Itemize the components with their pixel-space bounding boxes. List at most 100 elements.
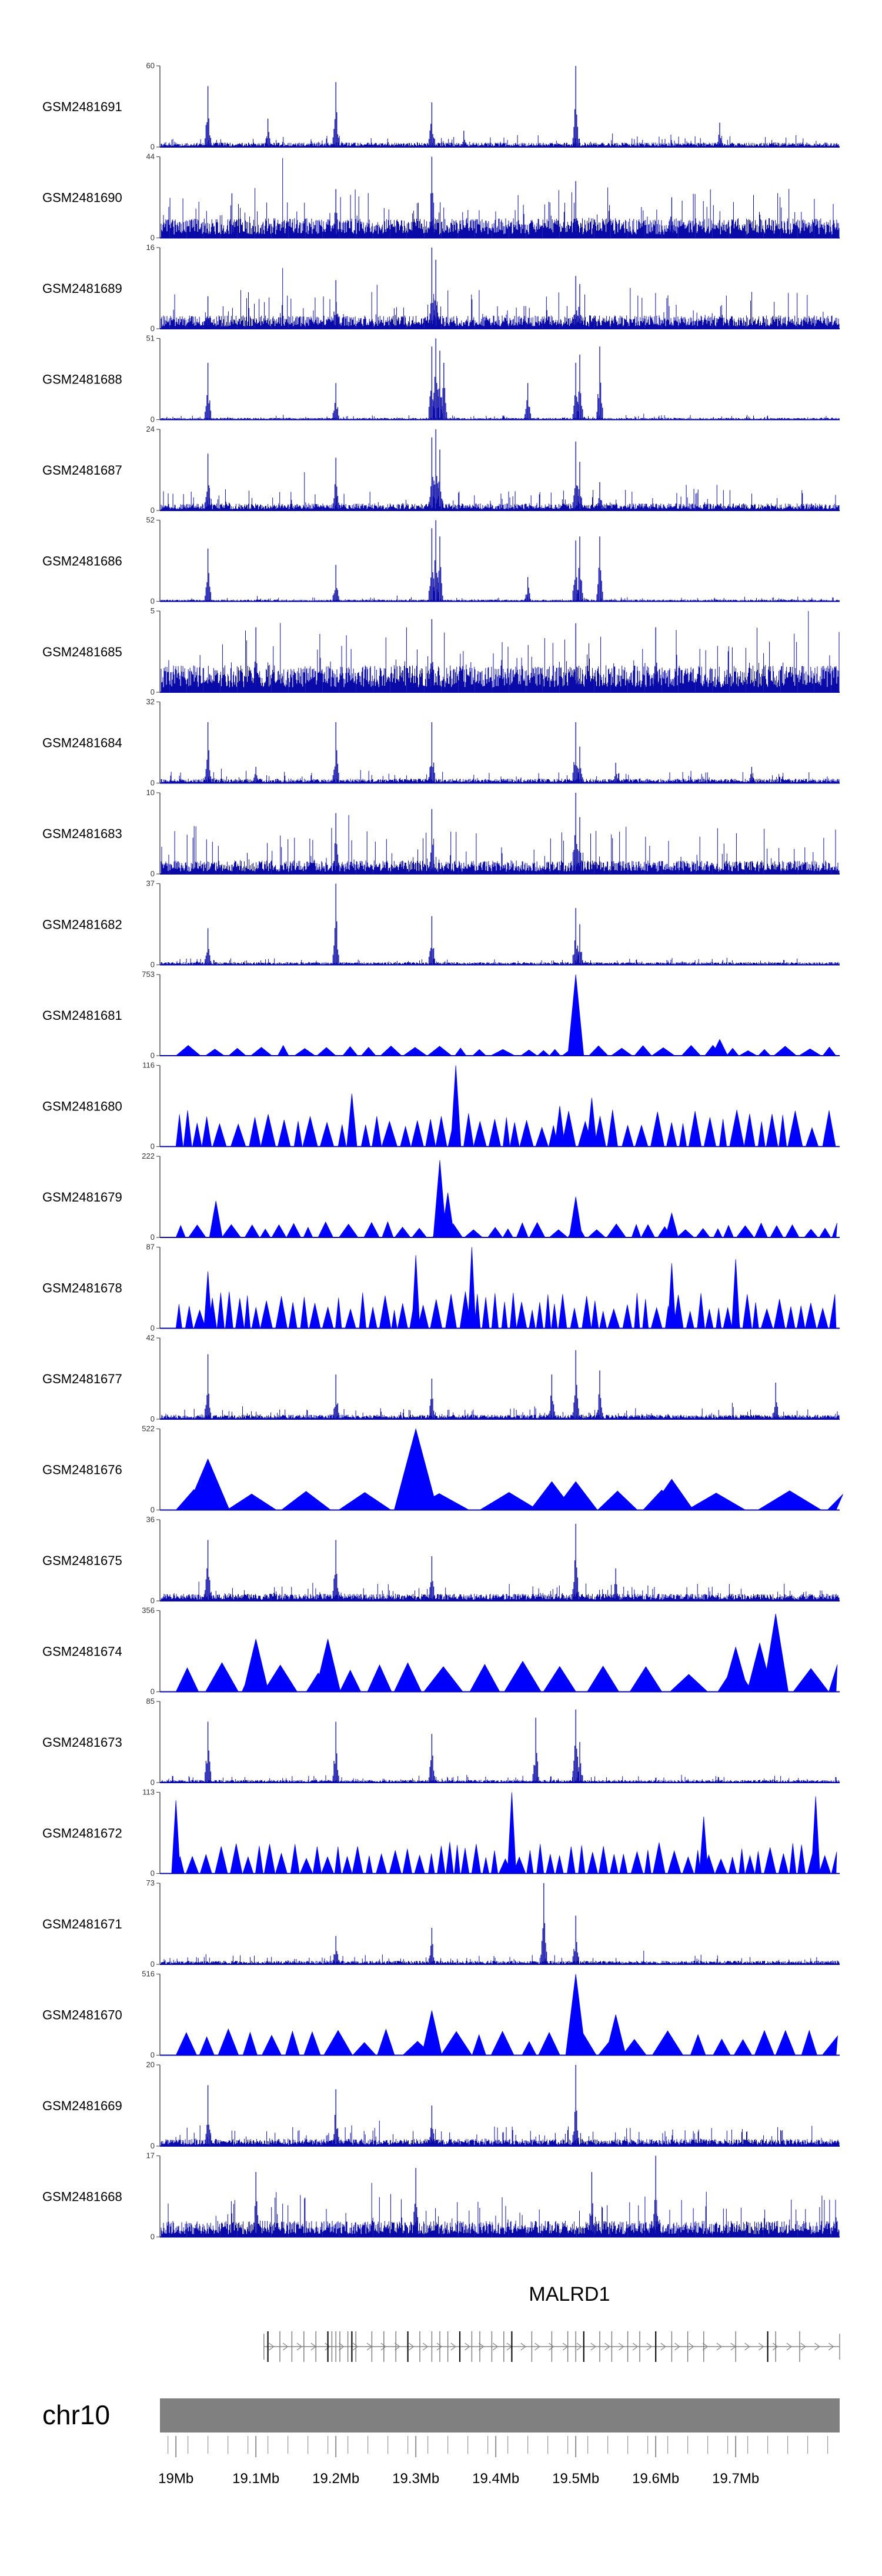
signal-peak: [576, 746, 583, 783]
signal-peak: [576, 1742, 583, 1783]
chromosome-label: chr10: [42, 2400, 110, 2430]
signal-peak: [332, 383, 339, 420]
strand-arrow: [674, 2343, 680, 2351]
y-zero-label: 0: [151, 1506, 155, 1514]
signal-peak: [205, 1721, 212, 1783]
y-max-label: 32: [146, 698, 155, 706]
y-max-label: 17: [146, 2151, 155, 2160]
signal-peak: [572, 540, 579, 602]
strand-arrow: [660, 2343, 666, 2351]
signal-bars: [161, 413, 840, 420]
track-GSM2481679: GSM2481679 222 0: [42, 1152, 840, 1242]
signal-peak: [332, 813, 339, 874]
signal-bars: [161, 1403, 840, 1419]
signal-peak: [572, 793, 579, 874]
signal-bars: [161, 769, 840, 783]
x-tick-label: 19.3Mb: [392, 2471, 439, 2487]
signal-peak: [265, 118, 272, 147]
x-tick-label: 19.1Mb: [232, 2471, 279, 2487]
track-GSM2481669: GSM2481669 20 0: [42, 2060, 840, 2150]
strand-arrow: [632, 2343, 639, 2351]
signal-spike: [664, 1212, 679, 1238]
track-GSM2481686: GSM2481686 52 0: [42, 516, 840, 606]
signal-peak: [332, 82, 339, 147]
y-zero-label: 0: [151, 1324, 155, 1333]
signal-bars: [161, 2183, 840, 2237]
track-GSM2481672: GSM2481672 113 0: [42, 1788, 840, 1878]
track-label: GSM2481688: [42, 372, 122, 387]
signal-peak: [572, 1916, 579, 1964]
track-GSM2481683: GSM2481683 10 0: [42, 788, 840, 878]
signal-peak: [205, 1540, 212, 1601]
signal-area: [162, 2028, 838, 2056]
signal-peak: [428, 1927, 435, 1964]
track-GSM2481691: GSM2481691 60 0: [42, 61, 840, 151]
track-GSM2481673: GSM2481673 85 0: [42, 1697, 840, 1787]
strand-arrow: [646, 2343, 653, 2351]
strand-arrow: [325, 2343, 330, 2351]
track-label: GSM2481687: [42, 463, 122, 478]
signal-spike: [565, 1974, 586, 2056]
track-GSM2481689: GSM2481689 16 0: [42, 243, 840, 333]
y-max-label: 753: [142, 970, 155, 979]
signal-peak: [596, 482, 603, 510]
signal-tracks: GSM2481691600GSM2481690440GSM2481689160G…: [42, 61, 844, 2241]
signal-peak: [772, 1382, 779, 1419]
y-max-label: 24: [146, 425, 155, 433]
strand-arrow: [296, 2343, 303, 2351]
signal-spike: [586, 1097, 597, 1147]
signal-spike: [731, 1259, 740, 1329]
strand-arrow: [436, 2343, 443, 2351]
signal-peak: [428, 722, 435, 783]
track-label: GSM2481670: [42, 2008, 122, 2023]
strand-arrow: [520, 2343, 526, 2351]
signal-spike: [569, 1196, 583, 1238]
signal-spike: [467, 1247, 476, 1329]
signal-bars: [161, 158, 840, 238]
signal-peak: [412, 2168, 419, 2237]
y-max-label: 44: [146, 152, 155, 161]
track-label: GSM2481689: [42, 281, 122, 296]
strand-arrow: [604, 2343, 610, 2351]
chromosome-bar: [160, 2398, 840, 2432]
x-tick-label: 19.4Mb: [472, 2471, 519, 2487]
signal-peak: [572, 441, 579, 510]
gene-model: MALRD1: [263, 2283, 840, 2362]
signal-peak: [460, 131, 467, 147]
signal-peak: [548, 1374, 555, 1419]
track-label: GSM2481682: [42, 917, 122, 932]
signal-peak: [428, 437, 435, 510]
y-max-label: 516: [142, 1970, 155, 1978]
signal-peak: [332, 722, 339, 783]
signal-bars: [161, 611, 840, 692]
y-max-label: 522: [142, 1424, 155, 1433]
track-label: GSM2481675: [42, 1553, 122, 1568]
signal-peak: [205, 296, 212, 329]
strand-arrow: [702, 2343, 709, 2351]
strand-arrow: [422, 2343, 429, 2351]
track-label: GSM2481674: [42, 1644, 122, 1659]
track-GSM2481681: GSM2481681 753 0: [42, 970, 840, 1060]
strand-arrow: [282, 2343, 289, 2351]
signal-peak: [572, 1709, 579, 1783]
signal-peak: [332, 280, 339, 329]
signal-bars: [161, 472, 840, 510]
y-max-label: 52: [146, 516, 155, 525]
track-GSM2481684: GSM2481684 32 0: [42, 698, 840, 788]
signal-spike: [203, 1271, 212, 1329]
y-zero-label: 0: [151, 2051, 155, 2060]
strand-arrow: [619, 2343, 624, 2351]
signal-peak: [205, 1354, 212, 1419]
track-GSM2481670: GSM2481670 516 0: [42, 1970, 840, 2060]
strand-arrow: [479, 2343, 485, 2351]
track-GSM2481675: GSM2481675 36 0: [42, 1515, 840, 1605]
signal-peak: [668, 197, 675, 238]
y-max-label: 5: [151, 606, 155, 615]
track-label: GSM2481684: [42, 736, 122, 750]
signal-peak: [252, 627, 259, 692]
signal-peak: [572, 907, 579, 965]
y-zero-label: 0: [151, 688, 155, 696]
strand-arrow: [409, 2343, 415, 2351]
signal-spike: [393, 1427, 438, 1510]
strand-arrow: [576, 2343, 583, 2351]
